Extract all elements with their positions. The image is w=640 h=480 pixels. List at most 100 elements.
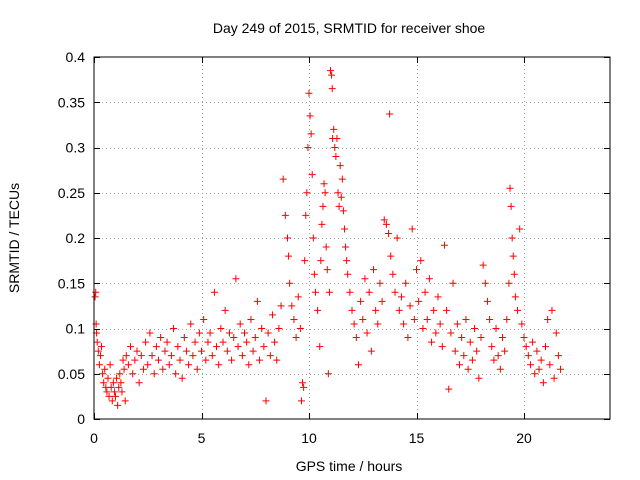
data-point [110, 388, 118, 396]
y-tick-label: 0.35 [58, 94, 85, 110]
data-point [232, 275, 240, 283]
data-point [112, 392, 119, 400]
data-point [338, 175, 346, 183]
data-point [245, 361, 253, 369]
data-point [91, 293, 99, 301]
data-point [135, 379, 143, 387]
data-point [105, 392, 113, 400]
grid [94, 57, 610, 419]
data-point [342, 243, 350, 251]
data-point [325, 288, 333, 296]
data-point [241, 329, 248, 337]
data-point [120, 365, 128, 373]
data-point [127, 343, 135, 351]
data-point [492, 325, 500, 332]
data-point [503, 315, 511, 323]
data-point [170, 325, 178, 332]
data-point [510, 270, 518, 278]
data-point [501, 347, 509, 355]
data-point [552, 329, 560, 337]
axis-ticks [94, 57, 610, 420]
data-point [155, 356, 162, 364]
data-point [389, 270, 397, 278]
data-point [116, 370, 124, 378]
data-point [434, 293, 442, 301]
data-point [253, 297, 261, 305]
data-point [350, 320, 358, 328]
data-point [310, 270, 318, 278]
data-point [506, 184, 514, 192]
data-point [397, 293, 405, 301]
data-point [340, 225, 348, 233]
data-point [400, 320, 408, 328]
data-point [494, 352, 502, 360]
data-point [378, 297, 386, 305]
data-point [302, 211, 310, 219]
data-point [103, 388, 111, 396]
data-point [228, 356, 236, 364]
data-point [294, 293, 302, 301]
data-point [508, 234, 516, 242]
data-point [314, 306, 322, 314]
data-point [395, 306, 403, 314]
data-point [522, 343, 530, 351]
data-point [316, 343, 324, 351]
data-point [423, 315, 431, 323]
data-point [468, 356, 476, 364]
data-point [516, 225, 524, 233]
data-point [275, 325, 283, 332]
data-point [210, 288, 218, 296]
data-point [304, 144, 312, 151]
data-point [451, 347, 459, 355]
data-point [544, 315, 552, 323]
data-point [546, 361, 554, 369]
data-point [300, 383, 308, 391]
data-point [249, 347, 257, 355]
data-point [391, 288, 399, 296]
data-point [321, 189, 329, 197]
data-point [94, 347, 102, 355]
data-point [406, 302, 414, 310]
data-point [129, 370, 137, 378]
data-point [331, 144, 339, 151]
data-point [174, 343, 182, 351]
data-point [458, 334, 466, 342]
data-point [526, 361, 534, 369]
data-point [346, 288, 354, 296]
data-point [447, 329, 455, 337]
data-point [354, 361, 362, 369]
data-point [531, 370, 539, 378]
data-point [204, 338, 212, 346]
data-point [281, 211, 289, 219]
y-tick-labels: 0 0.05 0.1 0.15 0.2 0.25 0.3 0.35 0.4 [58, 49, 85, 427]
data-point [481, 279, 489, 287]
data-point [131, 356, 139, 364]
data-point [509, 252, 517, 260]
data-point [386, 110, 394, 118]
data-point [311, 288, 319, 296]
data-point [440, 241, 448, 249]
data-point [445, 385, 453, 393]
data-point [206, 329, 214, 337]
data-point [290, 315, 298, 323]
data-point [376, 279, 384, 287]
data-point [187, 320, 195, 328]
data-point [334, 189, 342, 197]
data-point [348, 306, 356, 314]
data-point [370, 266, 377, 274]
y-tick-label: 0.05 [58, 366, 85, 382]
data-point [279, 175, 287, 183]
data-point [292, 334, 300, 342]
data-point [428, 338, 436, 346]
data-point [548, 306, 556, 314]
data-point [137, 352, 145, 360]
data-point [92, 288, 100, 296]
data-point [157, 334, 165, 342]
data-point [363, 329, 371, 337]
data-point [402, 279, 410, 287]
data-point [432, 329, 440, 337]
x-tick-label: 0 [90, 430, 98, 446]
data-point [198, 347, 205, 355]
data-point [161, 347, 169, 355]
data-point [393, 234, 401, 242]
